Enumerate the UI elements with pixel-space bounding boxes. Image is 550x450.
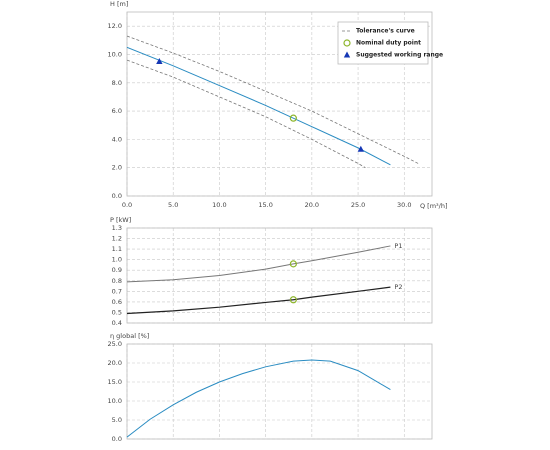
x-tick-label: 30.0	[397, 201, 411, 209]
y-tick-label: 2.0	[112, 164, 122, 172]
y-tick-label: 12.0	[108, 22, 122, 30]
y-tick-label: 0.7	[112, 287, 122, 295]
y-tick-label: 0.0	[112, 192, 122, 200]
y-tick-label: 10.0	[108, 397, 122, 405]
y-tick-label: 6.0	[112, 107, 122, 115]
y-tick-label: 5.0	[112, 416, 122, 424]
duty-point	[289, 296, 297, 304]
y-tick-label: 0.8	[112, 277, 122, 285]
y-tick-label: 0.5	[112, 308, 122, 316]
working-range-marker	[357, 145, 365, 152]
y-tick-label: 4.0	[112, 135, 122, 143]
y-tick-label: 1.1	[112, 245, 122, 253]
y-tick-label: 10.0	[108, 50, 122, 58]
y-axis-label: P [kW]	[110, 216, 131, 224]
tolerance-curve	[126, 35, 419, 164]
curve	[126, 46, 391, 166]
y-axis-label: η global [%]	[110, 332, 149, 340]
legend-label: Nominal duty point	[356, 40, 421, 47]
curve	[126, 245, 391, 283]
y-tick-label: 1.3	[112, 224, 122, 232]
y-tick-label: 1.0	[112, 256, 122, 264]
y-tick-label: 0.4	[112, 319, 122, 327]
x-tick-label: 10.0	[212, 201, 226, 209]
y-tick-label: 8.0	[112, 79, 122, 87]
y-axis-label: H [m]	[110, 0, 128, 8]
x-tick-label: 25.0	[351, 201, 365, 209]
duty-point	[289, 114, 297, 122]
legend-label: Suggested working range	[356, 52, 443, 59]
x-tick-label: 5.0	[168, 201, 178, 209]
y-tick-label: 0.6	[112, 298, 122, 306]
curve-label: P1	[394, 242, 402, 250]
plot-frame	[126, 343, 433, 440]
x-tick-label: 20.0	[305, 201, 319, 209]
x-tick-label: 15.0	[258, 201, 272, 209]
legend-icon	[343, 51, 351, 58]
y-tick-label: 1.2	[112, 235, 122, 243]
y-tick-label: 15.0	[108, 378, 122, 386]
legend-icon	[343, 39, 351, 47]
plot-frame	[126, 227, 433, 324]
working-range-marker	[156, 58, 163, 65]
curve	[126, 286, 391, 315]
tolerance-curve	[126, 59, 366, 169]
legend-label: Tolerance's curve	[356, 28, 415, 35]
duty-point	[289, 260, 297, 268]
x-tick-label: 0.0	[122, 201, 132, 209]
y-tick-label: 20.0	[108, 359, 122, 367]
plot-frame	[126, 11, 433, 197]
y-tick-label: 25.0	[108, 340, 122, 348]
y-tick-label: 0.0	[112, 435, 122, 443]
curve-label: P2	[394, 283, 402, 291]
curve	[126, 359, 391, 438]
x-axis-label: Q [m³/h]	[420, 202, 448, 210]
legend-box	[337, 21, 429, 65]
y-tick-label: 0.9	[112, 266, 122, 274]
